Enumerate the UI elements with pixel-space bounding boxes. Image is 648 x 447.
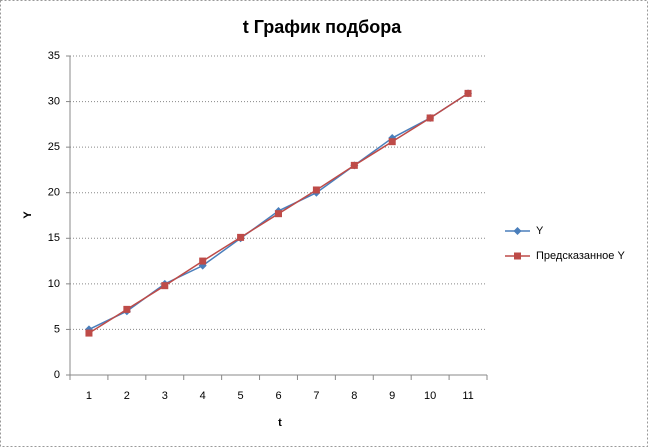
point	[123, 305, 131, 313]
point	[312, 186, 320, 194]
y-axis-title: Y	[22, 211, 34, 219]
x-tick-label: 1	[86, 390, 92, 402]
x-tick-label: 10	[424, 390, 436, 402]
y-tick-label: 15	[48, 232, 60, 244]
y-tick-label: 25	[48, 141, 60, 153]
x-tick-label: 5	[238, 390, 244, 402]
x-tick-label: 7	[313, 390, 319, 402]
point	[161, 282, 169, 290]
point	[388, 138, 396, 146]
y-tick-label: 20	[48, 187, 60, 199]
point	[199, 257, 207, 265]
y-tick-label: 0	[54, 369, 60, 381]
chart-title: t График подбора	[243, 17, 403, 37]
point	[350, 161, 358, 169]
x-axis-title: t	[278, 417, 282, 429]
x-tick-label: 9	[389, 390, 395, 402]
point	[237, 233, 245, 241]
y-tick-label: 5	[54, 323, 60, 335]
x-tick-label: 2	[124, 390, 130, 402]
y-tick-label: 10	[48, 278, 60, 290]
x-tick-label: 8	[351, 390, 357, 402]
y-tick-label: 35	[48, 50, 60, 62]
legend-label: Предсказанное Y	[536, 250, 625, 262]
point	[275, 210, 282, 218]
x-tick-label: 4	[200, 390, 206, 402]
legend-label: Y	[536, 225, 544, 237]
point	[513, 227, 522, 235]
x-tick-label: 6	[275, 390, 281, 402]
y-tick-label: 30	[48, 95, 60, 107]
point	[426, 114, 434, 122]
point	[464, 89, 472, 97]
x-tick-label: 11	[462, 390, 473, 402]
point	[85, 329, 93, 337]
point	[514, 252, 521, 260]
x-tick-label: 3	[162, 390, 168, 402]
